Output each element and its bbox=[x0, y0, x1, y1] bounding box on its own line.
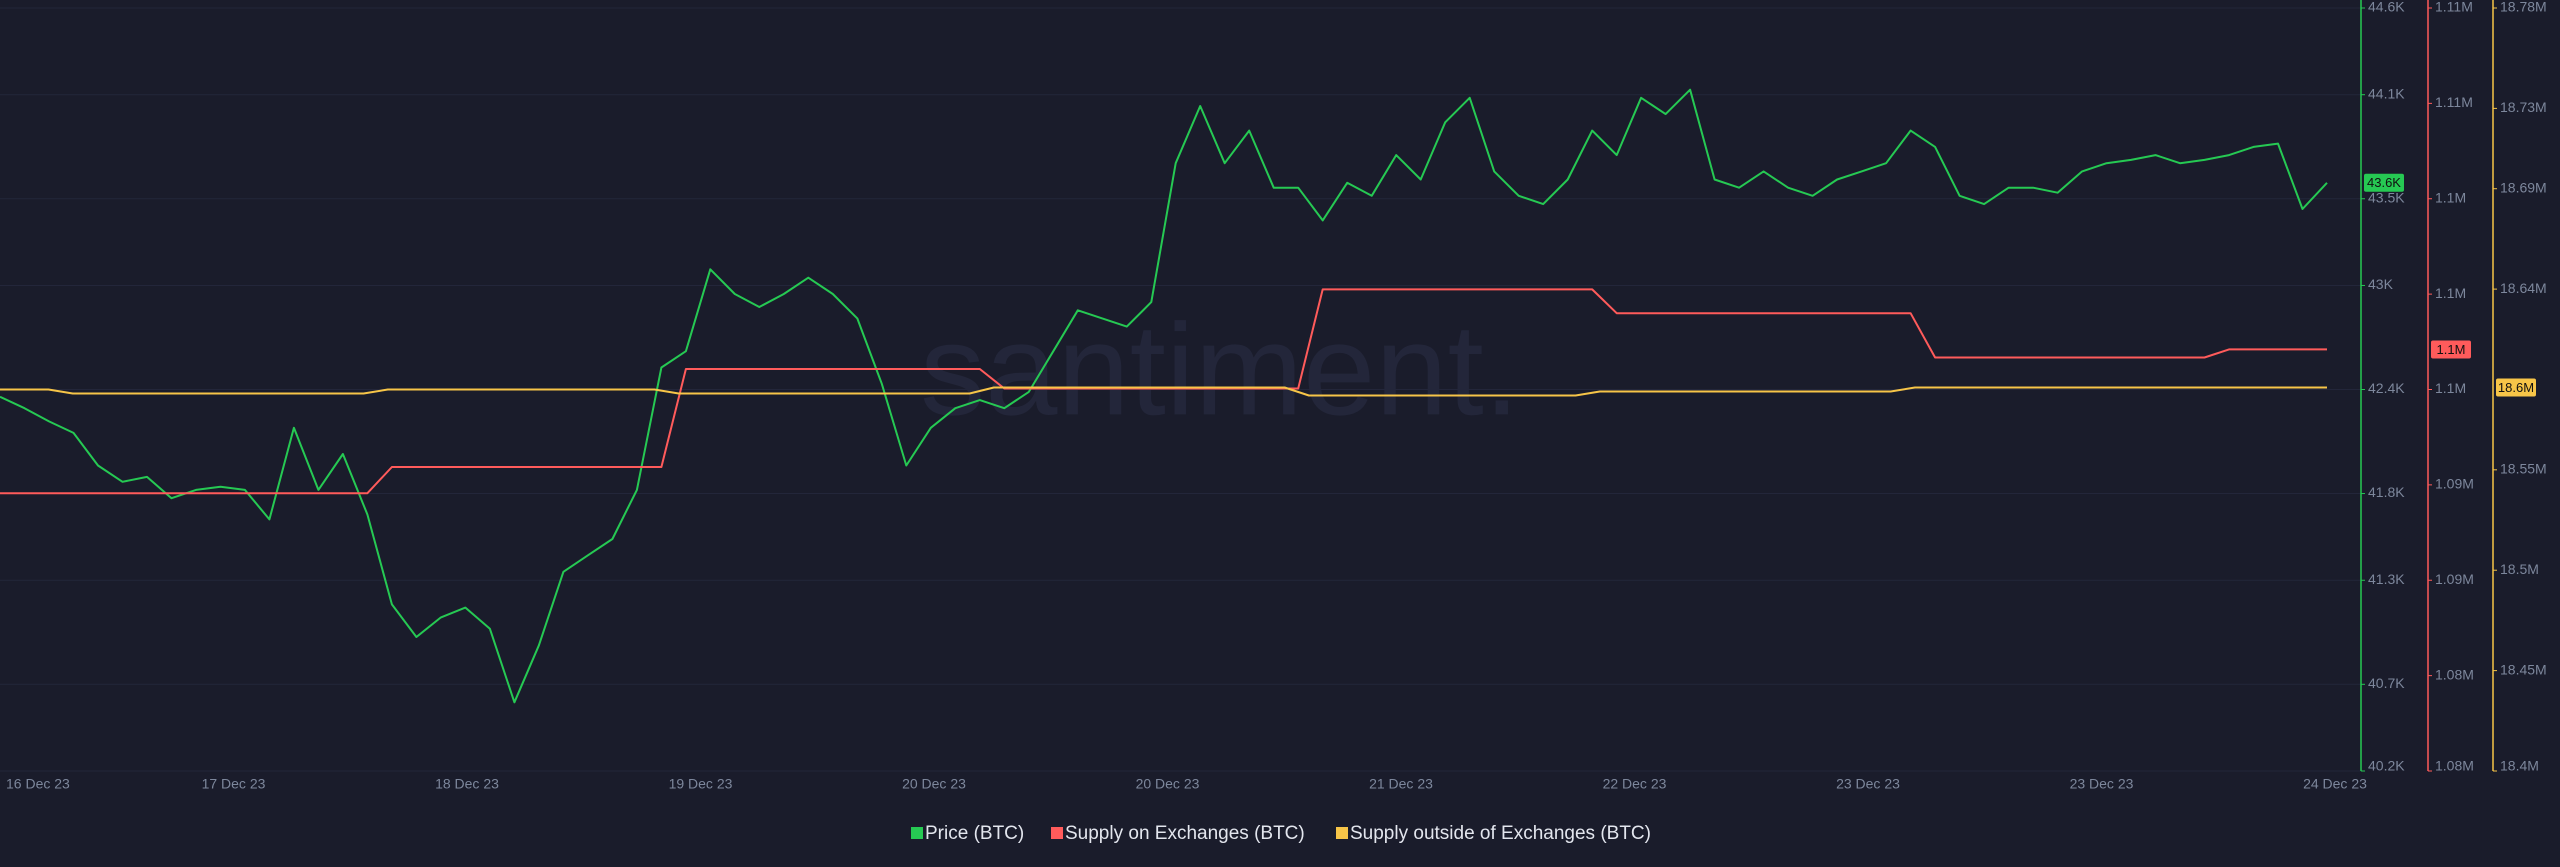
y-tick-label: 44.1K bbox=[2368, 85, 2405, 101]
watermark: santiment. bbox=[920, 296, 1520, 442]
y-tick-label: 1.11M bbox=[2435, 0, 2473, 15]
y-tick-label: 42.4K bbox=[2368, 380, 2405, 396]
y-tick-label: 18.78M bbox=[2500, 0, 2547, 15]
x-tick-label: 17 Dec 23 bbox=[202, 776, 266, 792]
x-tick-label: 16 Dec 23 bbox=[6, 776, 70, 792]
last-value-badge bbox=[2431, 340, 2471, 359]
legend-swatch bbox=[1051, 827, 1063, 839]
y-tick-label: 18.73M bbox=[2500, 99, 2547, 115]
y-tick-label: 18.5M bbox=[2500, 561, 2539, 577]
y-tick-label: 43.5K bbox=[2368, 189, 2405, 205]
legend-swatch bbox=[911, 827, 923, 839]
x-tick-label: 23 Dec 23 bbox=[2070, 776, 2134, 792]
y-tick-label: 1.1M bbox=[2435, 285, 2466, 301]
y-tick-label: 18.45M bbox=[2500, 661, 2547, 677]
x-tick-label: 23 Dec 23 bbox=[1836, 776, 1900, 792]
x-tick-label: 20 Dec 23 bbox=[902, 776, 966, 792]
y-tick-label: 18.64M bbox=[2500, 280, 2547, 296]
y-tick-label: 1.08M bbox=[2435, 758, 2474, 774]
y-tick-label: 1.08M bbox=[2435, 666, 2474, 682]
legend-label: Price (BTC) bbox=[925, 823, 1024, 844]
legend-swatch bbox=[1336, 827, 1348, 839]
y-tick-label: 44.6K bbox=[2368, 0, 2405, 15]
x-tick-label: 21 Dec 23 bbox=[1369, 776, 1433, 792]
series-line bbox=[0, 386, 2327, 397]
legend-label: Supply outside of Exchanges (BTC) bbox=[1350, 823, 1651, 844]
y-tick-label: 1.1M bbox=[2435, 189, 2466, 205]
series-line bbox=[0, 88, 2328, 704]
last-value-label: 43.6K bbox=[2367, 175, 2401, 190]
y-tick-label: 18.55M bbox=[2500, 461, 2547, 477]
y-tick-label: 41.3K bbox=[2368, 571, 2405, 587]
last-value-label: 18.6M bbox=[2498, 380, 2534, 395]
y-tick-label: 40.7K bbox=[2368, 675, 2405, 691]
x-tick-label: 19 Dec 23 bbox=[669, 776, 733, 792]
y-tick-label: 41.8K bbox=[2368, 484, 2405, 500]
y-tick-label: 40.2K bbox=[2368, 758, 2405, 774]
y-tick-label: 1.09M bbox=[2435, 476, 2474, 492]
x-tick-label: 20 Dec 23 bbox=[1136, 776, 1200, 792]
x-tick-label: 24 Dec 23 bbox=[2303, 776, 2367, 792]
x-tick-label: 22 Dec 23 bbox=[1603, 776, 1667, 792]
legend-label: Supply on Exchanges (BTC) bbox=[1065, 823, 1305, 844]
last-value-label: 1.1M bbox=[2437, 342, 2466, 357]
y-tick-label: 18.69M bbox=[2500, 179, 2547, 195]
y-tick-label: 43K bbox=[2368, 276, 2394, 292]
y-tick-label: 1.11M bbox=[2435, 94, 2473, 110]
y-tick-label: 18.4M bbox=[2500, 758, 2539, 774]
y-tick-label: 1.09M bbox=[2435, 571, 2474, 587]
last-value-badge bbox=[2496, 378, 2536, 397]
x-tick-label: 18 Dec 23 bbox=[435, 776, 499, 792]
last-value-badge bbox=[2364, 173, 2404, 192]
y-tick-label: 1.1M bbox=[2435, 380, 2466, 396]
